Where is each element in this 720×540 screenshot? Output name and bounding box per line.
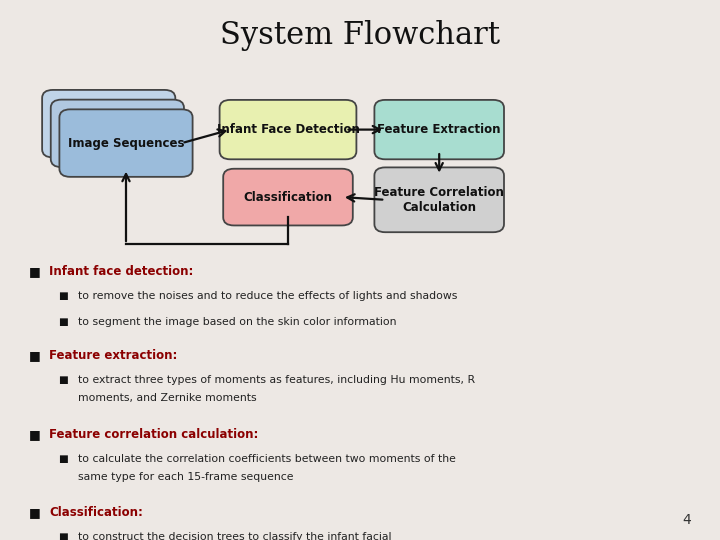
- Text: 4: 4: [683, 512, 691, 526]
- FancyBboxPatch shape: [374, 100, 504, 159]
- Text: Feature extraction:: Feature extraction:: [49, 349, 177, 362]
- Text: Feature Extraction: Feature Extraction: [377, 123, 501, 136]
- FancyBboxPatch shape: [223, 168, 353, 226]
- Text: to construct the decision trees to classify the infant facial: to construct the decision trees to class…: [78, 532, 391, 540]
- Text: ■: ■: [29, 265, 40, 278]
- Text: ■: ■: [58, 375, 68, 385]
- Text: Image Sequences: Image Sequences: [68, 137, 184, 150]
- FancyBboxPatch shape: [59, 109, 192, 177]
- Text: ■: ■: [29, 428, 40, 441]
- Text: to remove the noises and to reduce the effects of lights and shadows: to remove the noises and to reduce the e…: [78, 291, 457, 301]
- Text: ■: ■: [58, 454, 68, 464]
- Text: to extract three types of moments as features, including Hu moments, R: to extract three types of moments as fea…: [78, 375, 475, 385]
- Text: same type for each 15-frame sequence: same type for each 15-frame sequence: [78, 472, 293, 482]
- FancyBboxPatch shape: [50, 99, 184, 167]
- FancyBboxPatch shape: [374, 167, 504, 232]
- Text: System Flowchart: System Flowchart: [220, 19, 500, 51]
- Text: ■: ■: [58, 291, 68, 301]
- Text: to segment the image based on the skin color information: to segment the image based on the skin c…: [78, 317, 396, 327]
- Text: ■: ■: [58, 317, 68, 327]
- Text: ■: ■: [29, 507, 40, 519]
- Text: ■: ■: [58, 532, 68, 540]
- Text: Feature correlation calculation:: Feature correlation calculation:: [49, 428, 258, 441]
- Text: Infant face detection:: Infant face detection:: [49, 265, 194, 278]
- FancyBboxPatch shape: [42, 90, 176, 157]
- Text: ■: ■: [29, 349, 40, 362]
- Text: Classification: Classification: [243, 191, 333, 204]
- FancyBboxPatch shape: [220, 100, 356, 159]
- Text: Classification:: Classification:: [49, 507, 143, 519]
- Text: to calculate the correlation coefficients between two moments of the: to calculate the correlation coefficient…: [78, 454, 456, 464]
- Text: Infant Face Detection: Infant Face Detection: [217, 123, 359, 136]
- Text: Feature Correlation
Calculation: Feature Correlation Calculation: [374, 186, 504, 214]
- Text: moments, and Zernike moments: moments, and Zernike moments: [78, 393, 256, 403]
